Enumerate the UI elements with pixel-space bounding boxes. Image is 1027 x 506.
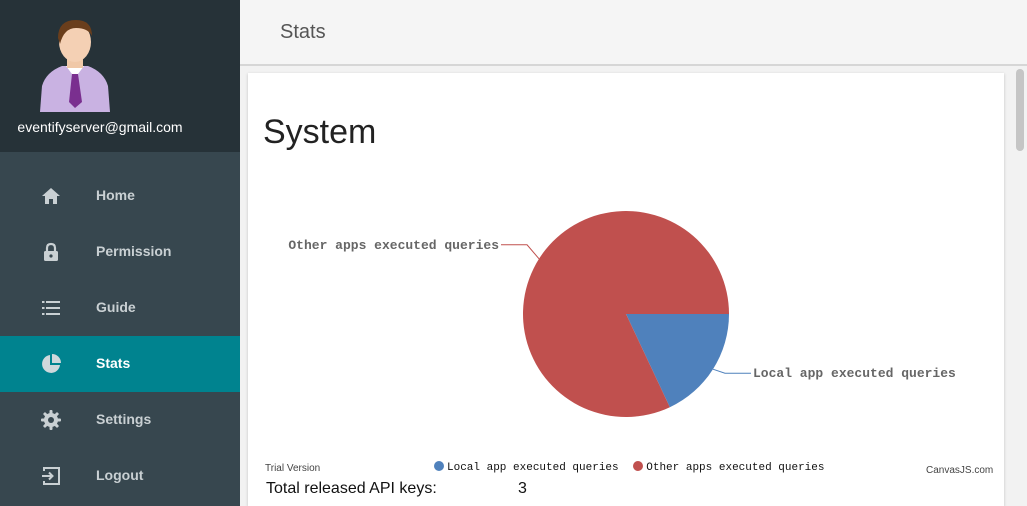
pie-chart: Local app executed queries Other apps exe… [288, 211, 956, 418]
sidebar-item-home[interactable]: Home [0, 168, 240, 224]
pie-label-1: Other apps executed queries [288, 238, 499, 253]
scrollbar-thumb[interactable] [1016, 69, 1024, 151]
pie-slice-1[interactable] [523, 211, 729, 418]
sidebar-item-logout[interactable]: Logout [0, 448, 240, 504]
legend-label: Other apps executed queries [646, 462, 825, 474]
pie-label-0: Local app executed queries [753, 366, 956, 381]
legend-label: Local app executed queries [447, 462, 619, 474]
sidebar-item-label: Permission [96, 243, 172, 259]
list-icon [42, 301, 60, 315]
chart-legend: Local app executed queries Other apps ex… [434, 461, 832, 474]
logout-icon [42, 467, 60, 485]
sidebar: eventifyserver@gmail.com Home Permission [0, 0, 240, 506]
canvasjs-credit[interactable]: CanvasJS.com [926, 465, 994, 476]
trial-version-text: Trial Version [265, 463, 321, 474]
api-keys-label: Total released API keys: [266, 480, 437, 497]
top-bar: Stats [240, 0, 1027, 66]
pie-leader-line-0 [712, 368, 751, 374]
home-icon [42, 188, 60, 204]
sidebar-item-label: Stats [96, 355, 131, 371]
legend-dot-other [633, 461, 644, 471]
sidebar-item-settings[interactable]: Settings [0, 392, 240, 448]
pie-chart-icon [42, 354, 61, 373]
sidebar-item-label: Logout [96, 467, 144, 483]
avatar [40, 20, 110, 112]
legend-item-other: Other apps executed queries [633, 461, 824, 474]
pie-leader-line-1 [501, 244, 540, 260]
sidebar-item-permission[interactable]: Permission [0, 224, 240, 280]
page-title: Stats [280, 21, 326, 43]
scrollbar[interactable] [1013, 66, 1027, 506]
pie-slice-0[interactable] [626, 314, 729, 408]
sidebar-item-label: Guide [96, 299, 136, 315]
api-keys-stat: Total released API keys: 3 [266, 480, 527, 498]
profile-panel: eventifyserver@gmail.com [0, 0, 240, 152]
user-email: eventifyserver@gmail.com [17, 119, 183, 135]
card-title: System [263, 113, 377, 151]
sidebar-item-label: Home [96, 187, 135, 203]
legend-dot-local [434, 461, 444, 471]
sidebar-nav: Home Permission Guide [0, 168, 240, 504]
lock-icon [44, 242, 58, 261]
api-keys-value: 3 [518, 480, 527, 497]
legend-item-local: Local app executed queries [434, 461, 619, 474]
sidebar-item-label: Settings [96, 411, 152, 427]
stats-card: System Local app executed queries Other a… [248, 73, 1004, 506]
sidebar-item-stats[interactable]: Stats [0, 336, 240, 392]
gear-icon [41, 410, 61, 430]
sidebar-item-guide[interactable]: Guide [0, 280, 240, 336]
